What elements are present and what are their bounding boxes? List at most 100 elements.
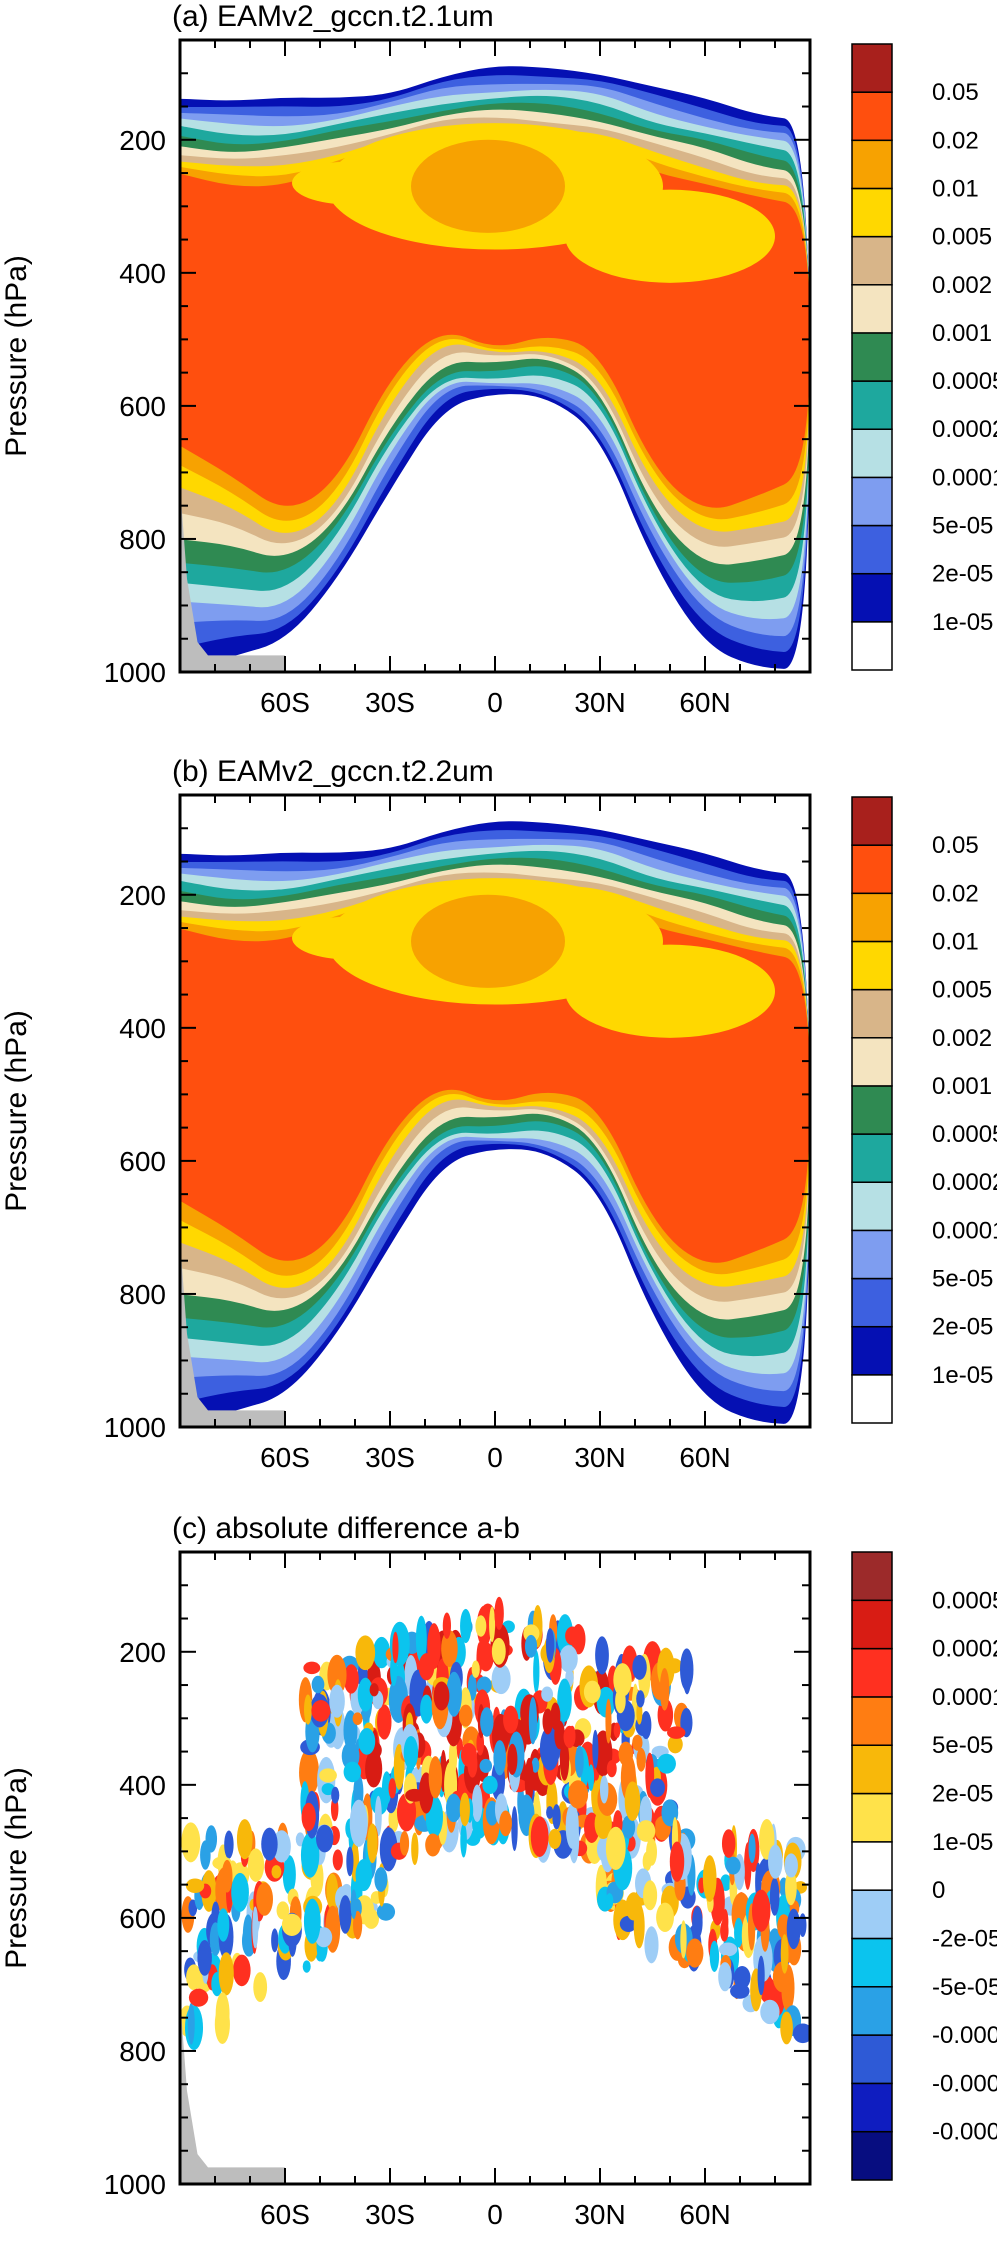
colorbar-swatch xyxy=(851,187,893,238)
panel-title: (a) EAMv2_gccn.t2.1um xyxy=(172,0,494,33)
difference-patch xyxy=(718,1942,738,1957)
x-tick-label: 0 xyxy=(487,1442,503,1473)
difference-patch xyxy=(459,1792,470,1827)
x-tick-label: 30N xyxy=(574,687,625,718)
difference-patch xyxy=(542,1708,553,1735)
colorbar-label: 1e-05 xyxy=(932,1362,993,1389)
difference-patch xyxy=(303,1694,312,1725)
difference-patch xyxy=(605,1698,612,1744)
difference-patch xyxy=(319,1768,337,1783)
difference-patch xyxy=(418,1653,435,1681)
colorbar-swatch xyxy=(851,380,893,430)
difference-patch xyxy=(575,1745,584,1778)
colorbar-label: 2e-05 xyxy=(932,561,993,588)
y-tick-label: 800 xyxy=(119,524,166,555)
difference-patch xyxy=(482,1775,498,1795)
difference-patch xyxy=(445,1793,462,1823)
difference-patch xyxy=(392,1631,399,1664)
topography-mask xyxy=(180,1240,285,1427)
difference-patch xyxy=(769,1877,780,1916)
difference-patch xyxy=(772,1961,793,1993)
colorbar-swatch xyxy=(851,1696,893,1746)
colorbar-label: 0.005 xyxy=(932,977,992,1004)
panel-title: (b) EAMv2_gccn.t2.2um xyxy=(172,755,494,788)
colorbar-swatch xyxy=(851,572,893,623)
difference-patch xyxy=(253,1972,268,2002)
colorbar-label: 5e-05 xyxy=(932,1266,993,1293)
difference-patch xyxy=(188,1988,209,2007)
difference-patch xyxy=(643,1880,658,1911)
colorbar-label: 5e-05 xyxy=(932,513,993,540)
colorbar-swatch xyxy=(851,1133,893,1183)
difference-patch xyxy=(353,1910,363,1940)
difference-patch xyxy=(599,1775,609,1804)
y-tick-label: 400 xyxy=(119,258,166,289)
difference-patch xyxy=(480,1707,494,1737)
difference-patch xyxy=(730,1983,750,1999)
colorbar-swatch xyxy=(851,988,893,1039)
difference-patch xyxy=(798,1913,807,1938)
difference-patch xyxy=(565,1803,579,1849)
colorbar-swatch xyxy=(851,428,893,479)
colorbar: -0.0005 -0.0002 -0.0001 -5e-05 -2e-05 0 1e-05 2… xyxy=(851,1551,997,2181)
difference-patch xyxy=(493,1740,507,1776)
difference-patch xyxy=(471,1660,480,1678)
difference-patch xyxy=(365,1750,383,1788)
y-axis-label: Pressure (hPa) xyxy=(0,1767,33,1969)
difference-patch xyxy=(231,1872,249,1912)
difference-patch xyxy=(376,1903,396,1921)
colorbar-swatch xyxy=(851,1599,893,1650)
difference-patch xyxy=(548,1828,562,1850)
difference-patch xyxy=(369,1683,379,1697)
difference-patch xyxy=(388,1778,397,1799)
difference-patch xyxy=(613,1663,632,1697)
colorbar-swatch xyxy=(851,1181,893,1232)
difference-patch xyxy=(632,1654,647,1680)
difference-patch xyxy=(646,1838,658,1866)
difference-patch xyxy=(613,1722,621,1739)
difference-patch xyxy=(459,1704,473,1727)
colorbar-label: 0 xyxy=(932,1877,945,1904)
colorbar: 1e-05 2e-05 5e-05 0.0001 0.0002 0.0005 0.001 0.… xyxy=(851,43,997,671)
difference-patch xyxy=(475,1615,487,1637)
difference-patch xyxy=(415,1615,427,1663)
difference-patch xyxy=(186,1964,202,1991)
y-tick-label: 400 xyxy=(119,1013,166,1044)
difference-patch xyxy=(568,1780,589,1809)
maximum-region-3 xyxy=(292,916,404,960)
difference-patch xyxy=(350,1889,357,1919)
x-tick-label: 60S xyxy=(260,2199,310,2230)
difference-patch xyxy=(303,1661,321,1675)
difference-patch xyxy=(379,1827,398,1872)
colorbar-label: 0.0005 xyxy=(932,1121,997,1148)
colorbar-label: 0.0001 xyxy=(932,464,997,491)
difference-patch xyxy=(692,1906,703,1939)
difference-patch xyxy=(528,1696,538,1745)
difference-patch xyxy=(205,1825,218,1853)
difference-patch xyxy=(281,1913,302,1936)
difference-patch xyxy=(256,1882,274,1916)
colorbar-swatch xyxy=(851,1647,893,1698)
y-tick-label: 800 xyxy=(119,2036,166,2067)
difference-patch xyxy=(563,1725,576,1749)
difference-patch xyxy=(718,1962,732,1992)
colorbar-swatch xyxy=(851,1551,893,1602)
colorbar-swatch xyxy=(851,796,893,846)
difference-patch xyxy=(224,1830,234,1859)
y-tick-label: 600 xyxy=(119,391,166,422)
difference-patch xyxy=(605,1893,614,1910)
difference-patch xyxy=(669,1841,685,1882)
x-tick-label: 60N xyxy=(679,687,730,718)
difference-patch xyxy=(187,2002,195,2045)
difference-patch xyxy=(507,1743,518,1775)
difference-patch xyxy=(303,1898,321,1944)
contour-field-1 xyxy=(180,66,810,672)
difference-patch xyxy=(725,1856,741,1875)
difference-patch xyxy=(709,1940,720,1972)
difference-patch xyxy=(546,1806,554,1819)
difference-patch xyxy=(587,1764,595,1791)
colorbar-label: 0.001 xyxy=(932,1073,992,1100)
difference-patch xyxy=(621,1815,636,1839)
difference-patch xyxy=(751,1889,771,1932)
difference-patch xyxy=(373,1636,391,1669)
